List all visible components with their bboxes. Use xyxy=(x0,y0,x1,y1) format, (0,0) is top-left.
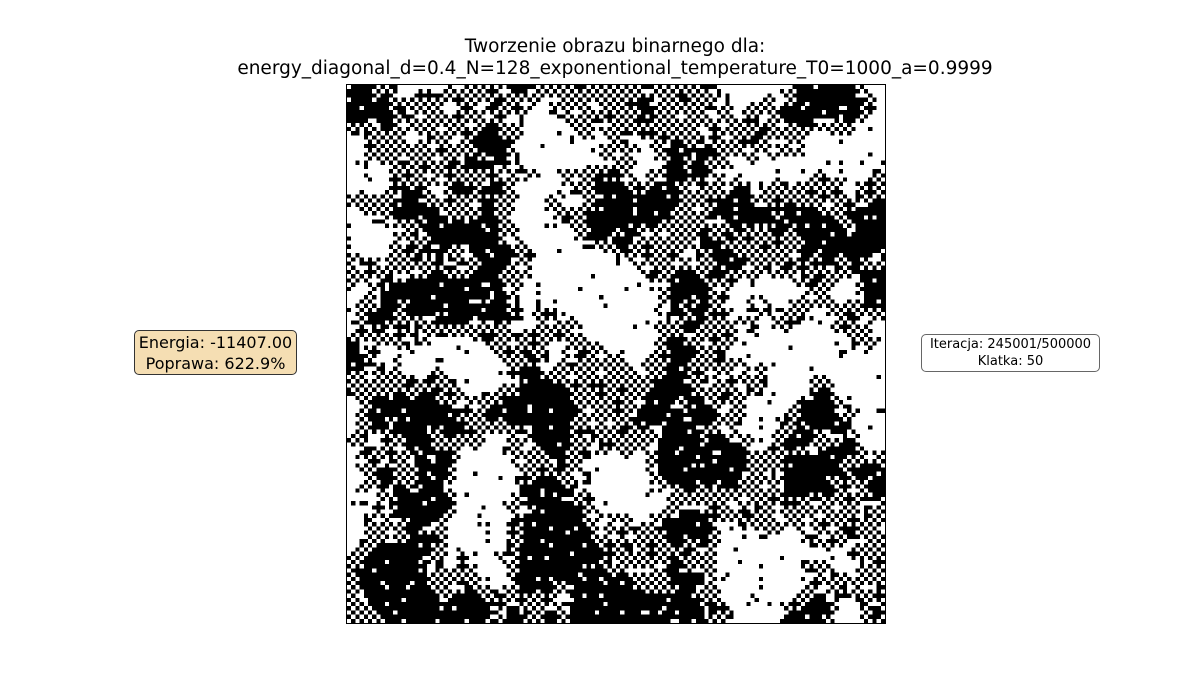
frame-counter: Klatka: 50 xyxy=(977,354,1044,369)
binary-image-plot xyxy=(346,84,886,624)
iteration-counter: Iteracja: 245001/500000 xyxy=(929,337,1092,352)
energy-value: Energia: -11407.00 xyxy=(138,333,293,352)
iteration-info-box: Iteracja: 245001/500000 Klatka: 50 xyxy=(921,334,1100,372)
binary-image-heatmap xyxy=(347,85,885,623)
chart-title-line-1: Tworzenie obrazu binarnego dla: xyxy=(464,36,766,57)
chart-title-line-2: energy_diagonal_d=0.4_N=128_exponentiona… xyxy=(237,58,993,79)
energy-info-box: Energia: -11407.00 Poprawa: 622.9% xyxy=(134,330,297,375)
chart-title: Tworzenie obrazu binarnego dla: energy_d… xyxy=(0,36,1200,80)
improvement-value: Poprawa: 622.9% xyxy=(145,354,286,373)
